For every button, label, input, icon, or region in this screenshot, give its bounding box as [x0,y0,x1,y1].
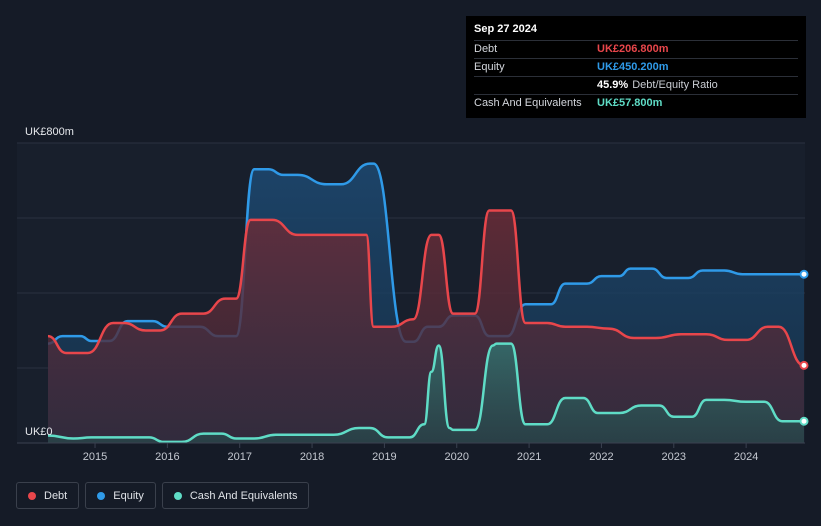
y-axis-bottom-label: UK£0 [25,426,53,438]
series-layer [47,162,809,444]
x-tick-label: 2023 [662,451,686,463]
data-tooltip: Sep 27 2024 Debt UK£206.800m Equity UK£4… [466,16,806,118]
tooltip-ratio-label [474,77,597,94]
x-tick-label: 2019 [372,451,396,463]
x-tick-label: 2015 [83,451,107,463]
cash-line [47,342,804,444]
tooltip-date: Sep 27 2024 [474,23,537,35]
legend-item-debt[interactable]: Debt [16,482,80,509]
x-tick-label: 2016 [155,451,179,463]
legend-item-equity[interactable]: Equity [85,482,156,509]
tooltip-cash-value: UK£57.800m [597,97,663,109]
x-tick-label: 2021 [517,451,541,463]
x-tick-label: 2022 [589,451,613,463]
x-tick-label: 2017 [227,451,251,463]
tooltip-equity-label: Equity [474,61,505,73]
equity-dot-icon [97,491,106,500]
cash-dot-icon [173,491,182,500]
debt-dot-icon [28,491,36,500]
tooltip-row-ratio: 45.9% Debt/Equity Ratio [474,76,798,94]
chart-legend: Debt Equity Cash And Equivalents [16,482,310,509]
legend-item-cash[interactable]: Cash And Equivalents [161,482,310,509]
debt-end-point [799,360,809,370]
x-tick-label: 2024 [734,451,758,463]
tooltip-row-cash: Cash And Equivalents UK£57.800m [474,94,798,112]
tooltip-equity-value: UK£450.200m [597,61,669,73]
y-axis-top-label: UK£800m [25,126,74,138]
equity-end-point [799,269,809,279]
legend-cash-label: Cash And Equivalents [189,489,298,502]
cash-area [48,343,804,443]
legend-equity-label: Equity [113,489,144,502]
x-tick-label: 2018 [300,451,324,463]
tooltip-ratio-value: 45.9% [597,79,629,91]
tooltip-row-equity: Equity UK£450.200m [474,58,798,76]
tooltip-cash-label: Cash And Equivalents [474,97,582,109]
cash-end-point [799,416,809,426]
x-tick-label: 2020 [445,451,469,463]
x-axis: 2015 2016 2017 2018 2019 2020 2021 2022 2023 2024 [17,442,805,463]
tooltip-ratio-caption: Debt/Equity Ratio [632,79,718,91]
legend-debt-label: Debt [44,489,68,502]
debt-line [47,209,805,367]
tooltip-debt-value: UK£206.800m [597,43,669,55]
tooltip-debt-label: Debt [474,43,498,55]
debt-equity-chart: 2015 2016 2017 2018 2019 2020 2021 2022 2023 2024… [17,126,809,463]
tooltip-row-debt: Debt UK£206.800m [474,40,798,58]
debt-area [48,210,804,443]
